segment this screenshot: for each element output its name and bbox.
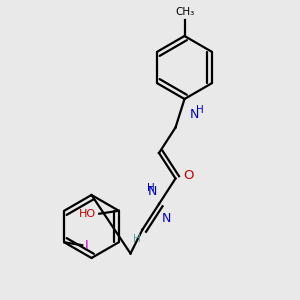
Text: I: I [85,239,88,252]
Text: N: N [148,185,158,198]
Text: N: N [162,212,171,225]
Text: HO: HO [79,209,96,219]
Text: N: N [190,108,199,121]
Text: O: O [183,169,194,182]
Text: H: H [147,183,154,193]
Text: H: H [196,105,204,115]
Text: CH₃: CH₃ [175,8,194,17]
Text: H: H [133,234,141,244]
